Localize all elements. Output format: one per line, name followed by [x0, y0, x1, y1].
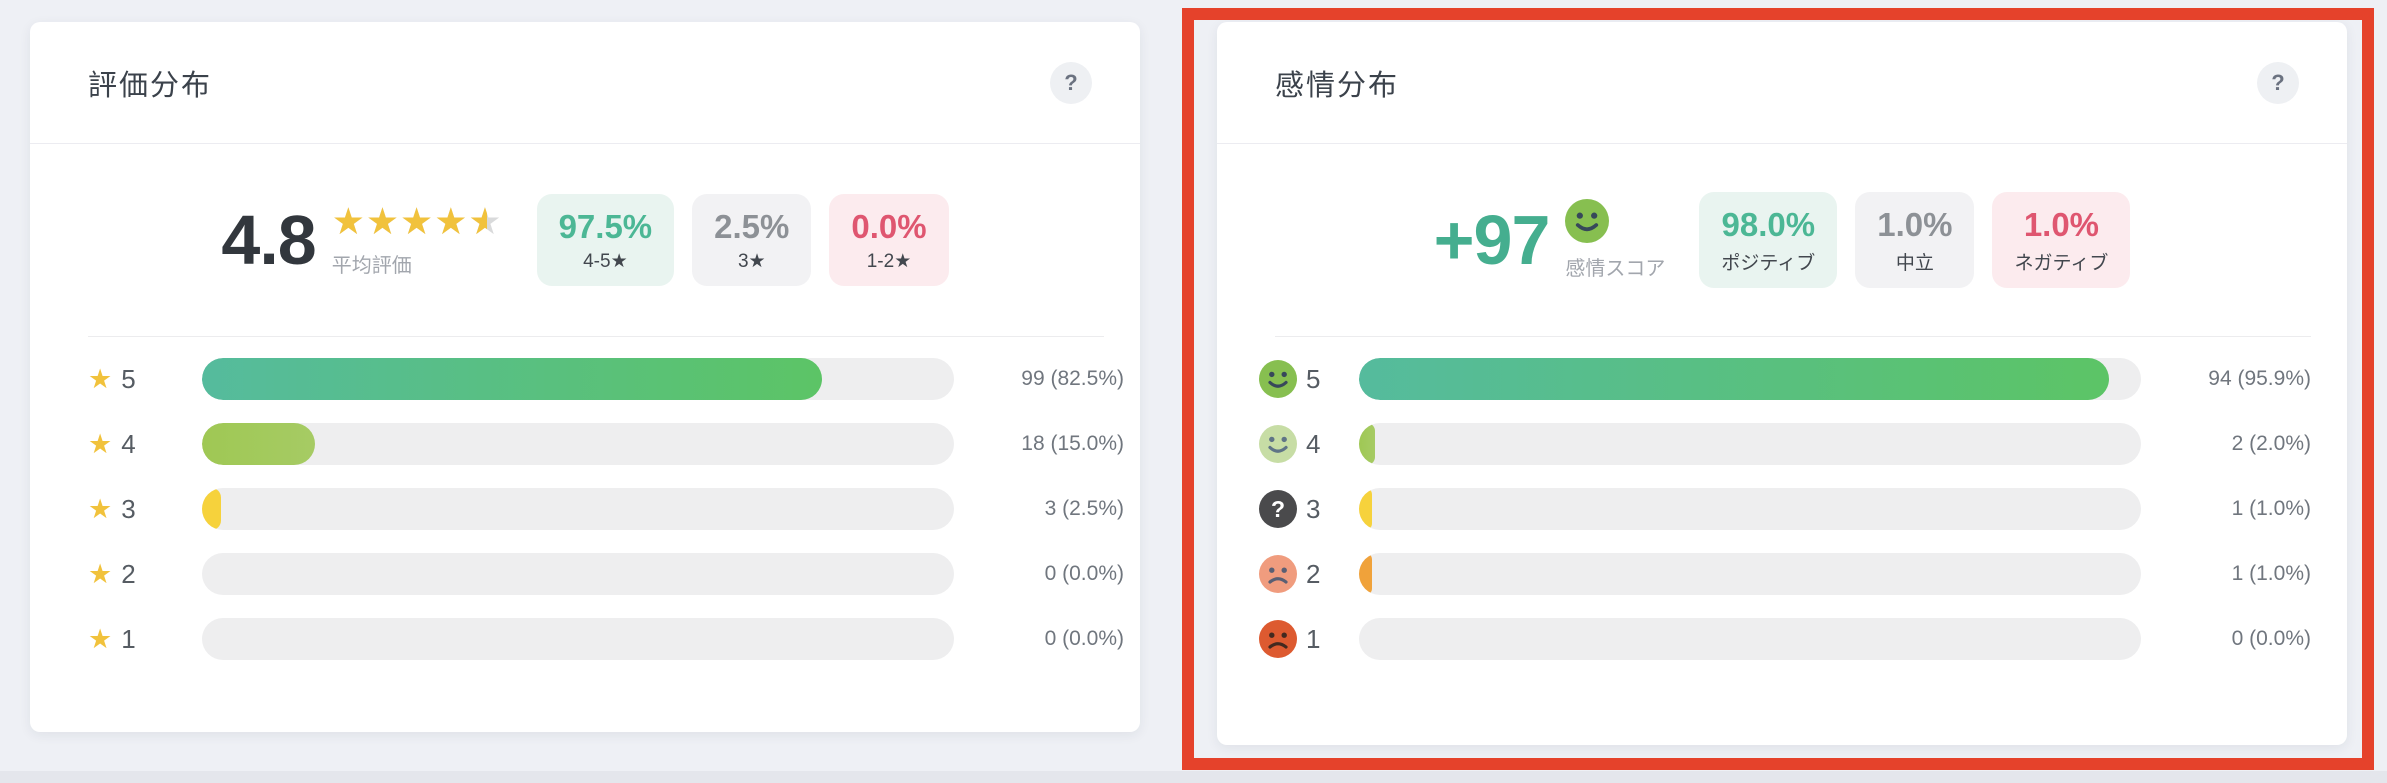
rating-summary: 4.8 ★★★★★ ★★★★★ 平均評価 97.5% 4-5★ 2.5% 3★ …	[30, 144, 1140, 336]
bar-fill	[1359, 423, 1375, 465]
average-rating-label: 平均評価	[331, 254, 412, 277]
star-icon: ★	[88, 623, 113, 654]
sentiment-distribution-card: 感情分布 ? +97 感情スコア 98.0% ポジティブ 1.0%	[1217, 22, 2347, 745]
bar-track	[1359, 488, 2141, 530]
bar-value: 0 (0.0%)	[1044, 627, 1124, 650]
sentiment-bar-row-5: 5 94 (95.9%)	[1259, 358, 2311, 400]
bar-value: 99 (82.5%)	[1021, 367, 1124, 390]
bar-fill	[1359, 358, 2109, 400]
bar-value: 0 (0.0%)	[2231, 627, 2311, 650]
help-icon[interactable]: ?	[2257, 61, 2299, 104]
star-icon: ★	[88, 558, 113, 589]
badge-negative: 1.0% ネガティブ	[1992, 191, 2131, 289]
bar-track	[1359, 553, 2141, 595]
rating-bar-row-1: ★ 1 0 (0.0%)	[88, 618, 1124, 660]
sentiment-score-label: 感情スコア	[1565, 258, 1666, 280]
rating-card-title: 評価分布	[88, 69, 213, 102]
sentiment-badges: 98.0% ポジティブ 1.0% 中立 1.0% ネガティブ	[1699, 191, 2131, 289]
bar-value: 2 (2.0%)	[2231, 432, 2311, 455]
rating-badges: 97.5% 4-5★ 2.5% 3★ 0.0% 1-2★	[536, 193, 949, 287]
bar-track	[202, 618, 954, 660]
face-happy-icon	[1259, 360, 1297, 398]
badge-4-5-star: 97.5% 4-5★	[536, 193, 675, 287]
bar-track	[202, 423, 954, 465]
star-icon: ★	[88, 363, 113, 394]
svg-text:?: ?	[1271, 496, 1285, 522]
rating-bar-row-3: ★ 3 3 (2.5%)	[88, 488, 1124, 530]
sentiment-bar-row-1: 1 0 (0.0%)	[1259, 618, 2311, 660]
bar-fill	[202, 423, 315, 465]
sentiment-bars: 5 94 (95.9%) 4 2 (2.0%)	[1217, 337, 2347, 660]
help-icon[interactable]: ?	[1050, 61, 1092, 104]
bar-fill	[1359, 553, 1372, 595]
star-rating-icon: ★★★★★ ★★★★★	[331, 200, 503, 242]
star-icon: ★	[88, 428, 113, 459]
average-rating-group: 4.8 ★★★★★ ★★★★★ 平均評価	[221, 203, 502, 278]
rating-card-header: 評価分布 ?	[30, 22, 1140, 144]
face-sad-icon	[1259, 620, 1297, 658]
badge-neutral: 1.0% 中立	[1855, 191, 1975, 289]
sentiment-score-value: +97	[1433, 200, 1551, 279]
bar-track	[202, 553, 954, 595]
sentiment-bar-row-4: 4 2 (2.0%)	[1259, 423, 2311, 465]
bar-value: 94 (95.9%)	[2208, 367, 2311, 390]
bar-track	[202, 358, 954, 400]
face-happy-icon	[1565, 199, 1610, 243]
face-question-icon: ?	[1259, 490, 1297, 528]
sentiment-score-group: +97 感情スコア	[1433, 199, 1666, 281]
bar-value: 1 (1.0%)	[2231, 562, 2311, 585]
sentiment-card-title: 感情分布	[1275, 69, 1400, 102]
rating-bar-row-5: ★ 5 99 (82.5%)	[88, 358, 1124, 400]
rating-distribution-card: 評価分布 ? 4.8 ★★★★★ ★★★★★ 平均評価 97.5% 4-5★ 2…	[30, 22, 1140, 732]
bar-value: 18 (15.0%)	[1021, 432, 1124, 455]
page-bottom-edge	[0, 771, 2387, 783]
bar-track	[1359, 358, 2141, 400]
rating-bars: ★ 5 99 (82.5%) ★ 4 18 (15.0%) ★ 3	[30, 337, 1140, 660]
bar-value: 0 (0.0%)	[1044, 562, 1124, 585]
section-divider	[88, 336, 1104, 337]
bar-value: 3 (2.5%)	[1044, 497, 1124, 520]
star-icon: ★	[88, 493, 113, 524]
section-divider	[1275, 336, 2311, 337]
badge-3-star: 2.5% 3★	[692, 193, 812, 287]
sentiment-bar-row-3: ? 3 1 (1.0%)	[1259, 488, 2311, 530]
bar-track	[202, 488, 954, 530]
face-slightly-happy-icon	[1259, 425, 1297, 463]
rating-bar-row-4: ★ 4 18 (15.0%)	[88, 423, 1124, 465]
average-rating-value: 4.8	[221, 200, 316, 279]
bar-fill	[202, 488, 221, 530]
face-slightly-sad-icon	[1259, 555, 1297, 593]
rating-bar-row-2: ★ 2 0 (0.0%)	[88, 553, 1124, 595]
bar-fill	[1359, 488, 1372, 530]
bar-fill	[202, 358, 823, 400]
bar-track	[1359, 618, 2141, 660]
badge-1-2-star: 0.0% 1-2★	[829, 193, 949, 287]
sentiment-summary: +97 感情スコア 98.0% ポジティブ 1.0% 中立 1	[1217, 144, 2347, 336]
sentiment-bar-row-2: 2 1 (1.0%)	[1259, 553, 2311, 595]
bar-track	[1359, 423, 2141, 465]
bar-value: 1 (1.0%)	[2231, 497, 2311, 520]
badge-positive: 98.0% ポジティブ	[1699, 191, 1838, 289]
sentiment-card-header: 感情分布 ?	[1217, 22, 2347, 144]
